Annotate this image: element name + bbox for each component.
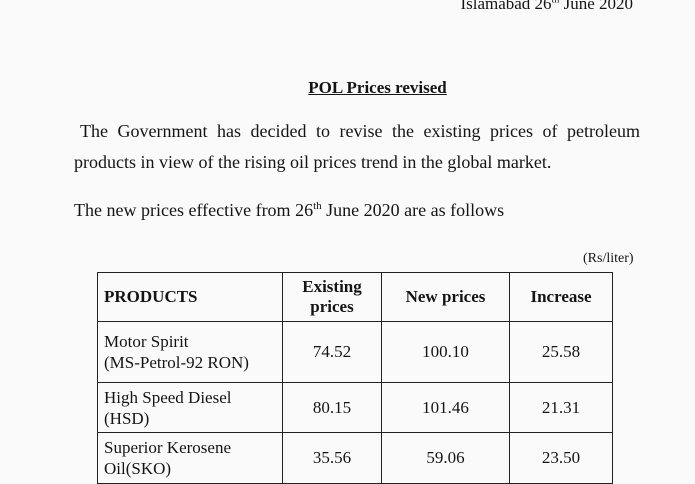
increase-cell: 23.50 bbox=[509, 432, 613, 484]
dateline: Islamabad 26th June 2020 bbox=[460, 0, 633, 14]
product-cell: High Speed Diesel (HSD) bbox=[97, 382, 283, 433]
dateline-month-year: June 2020 bbox=[559, 0, 633, 13]
product-code: (MS-Petrol-92 RON) bbox=[104, 353, 249, 372]
increase-cell: 25.58 bbox=[509, 321, 613, 383]
dateline-text: Islamabad 26 bbox=[460, 0, 552, 13]
intro-suffix: June 2020 are as follows bbox=[321, 200, 505, 220]
table-row: High Speed Diesel (HSD) 80.15 101.46 21.3… bbox=[97, 382, 613, 433]
new-price-cell: 100.10 bbox=[381, 321, 510, 383]
header-products: PRODUCTS bbox=[97, 272, 283, 322]
existing-price-cell: 74.52 bbox=[282, 321, 382, 383]
body-paragraph-text: The Government has decided to revise the… bbox=[74, 121, 640, 172]
intro-superscript: th bbox=[313, 200, 322, 212]
increase-cell: 21.31 bbox=[509, 382, 613, 433]
intro-text: The new prices effective from 26 bbox=[74, 200, 314, 220]
unit-label: (Rs/liter) bbox=[583, 251, 634, 266]
table-row: Motor Spirit (MS-Petrol-92 RON) 74.52 100… bbox=[97, 321, 613, 383]
header-existing-prices: Existing prices bbox=[282, 272, 382, 322]
table-row: Superior Kerosene Oil(SKO) 35.56 59.06 23… bbox=[97, 432, 613, 484]
existing-price-cell: 80.15 bbox=[282, 382, 382, 433]
product-code: (HSD) bbox=[104, 408, 150, 428]
price-table: PRODUCTS Existing prices New prices Incr… bbox=[97, 272, 613, 484]
product-name: Superior Kerosene bbox=[104, 438, 231, 457]
product-cell: Superior Kerosene Oil(SKO) bbox=[97, 432, 283, 484]
document-title: POL Prices revised bbox=[308, 78, 447, 97]
product-name: Motor Spirit bbox=[104, 332, 189, 351]
product-code: Oil(SKO) bbox=[104, 459, 172, 478]
product-name: High Speed Diesel bbox=[104, 387, 232, 407]
table-header-row: PRODUCTS Existing prices New prices Incr… bbox=[97, 272, 613, 322]
new-price-cell: 101.46 bbox=[381, 382, 510, 433]
existing-price-cell: 35.56 bbox=[282, 432, 382, 484]
header-increase: Increase bbox=[509, 272, 613, 322]
effective-date-statement: The new prices effective from 26th June … bbox=[74, 200, 504, 221]
body-paragraph: The Government has decided to revise the… bbox=[74, 116, 640, 178]
dateline-superscript: th bbox=[552, 0, 560, 5]
new-price-cell: 59.06 bbox=[381, 432, 510, 484]
header-new-prices: New prices bbox=[381, 272, 510, 322]
product-cell: Motor Spirit (MS-Petrol-92 RON) bbox=[97, 321, 283, 383]
